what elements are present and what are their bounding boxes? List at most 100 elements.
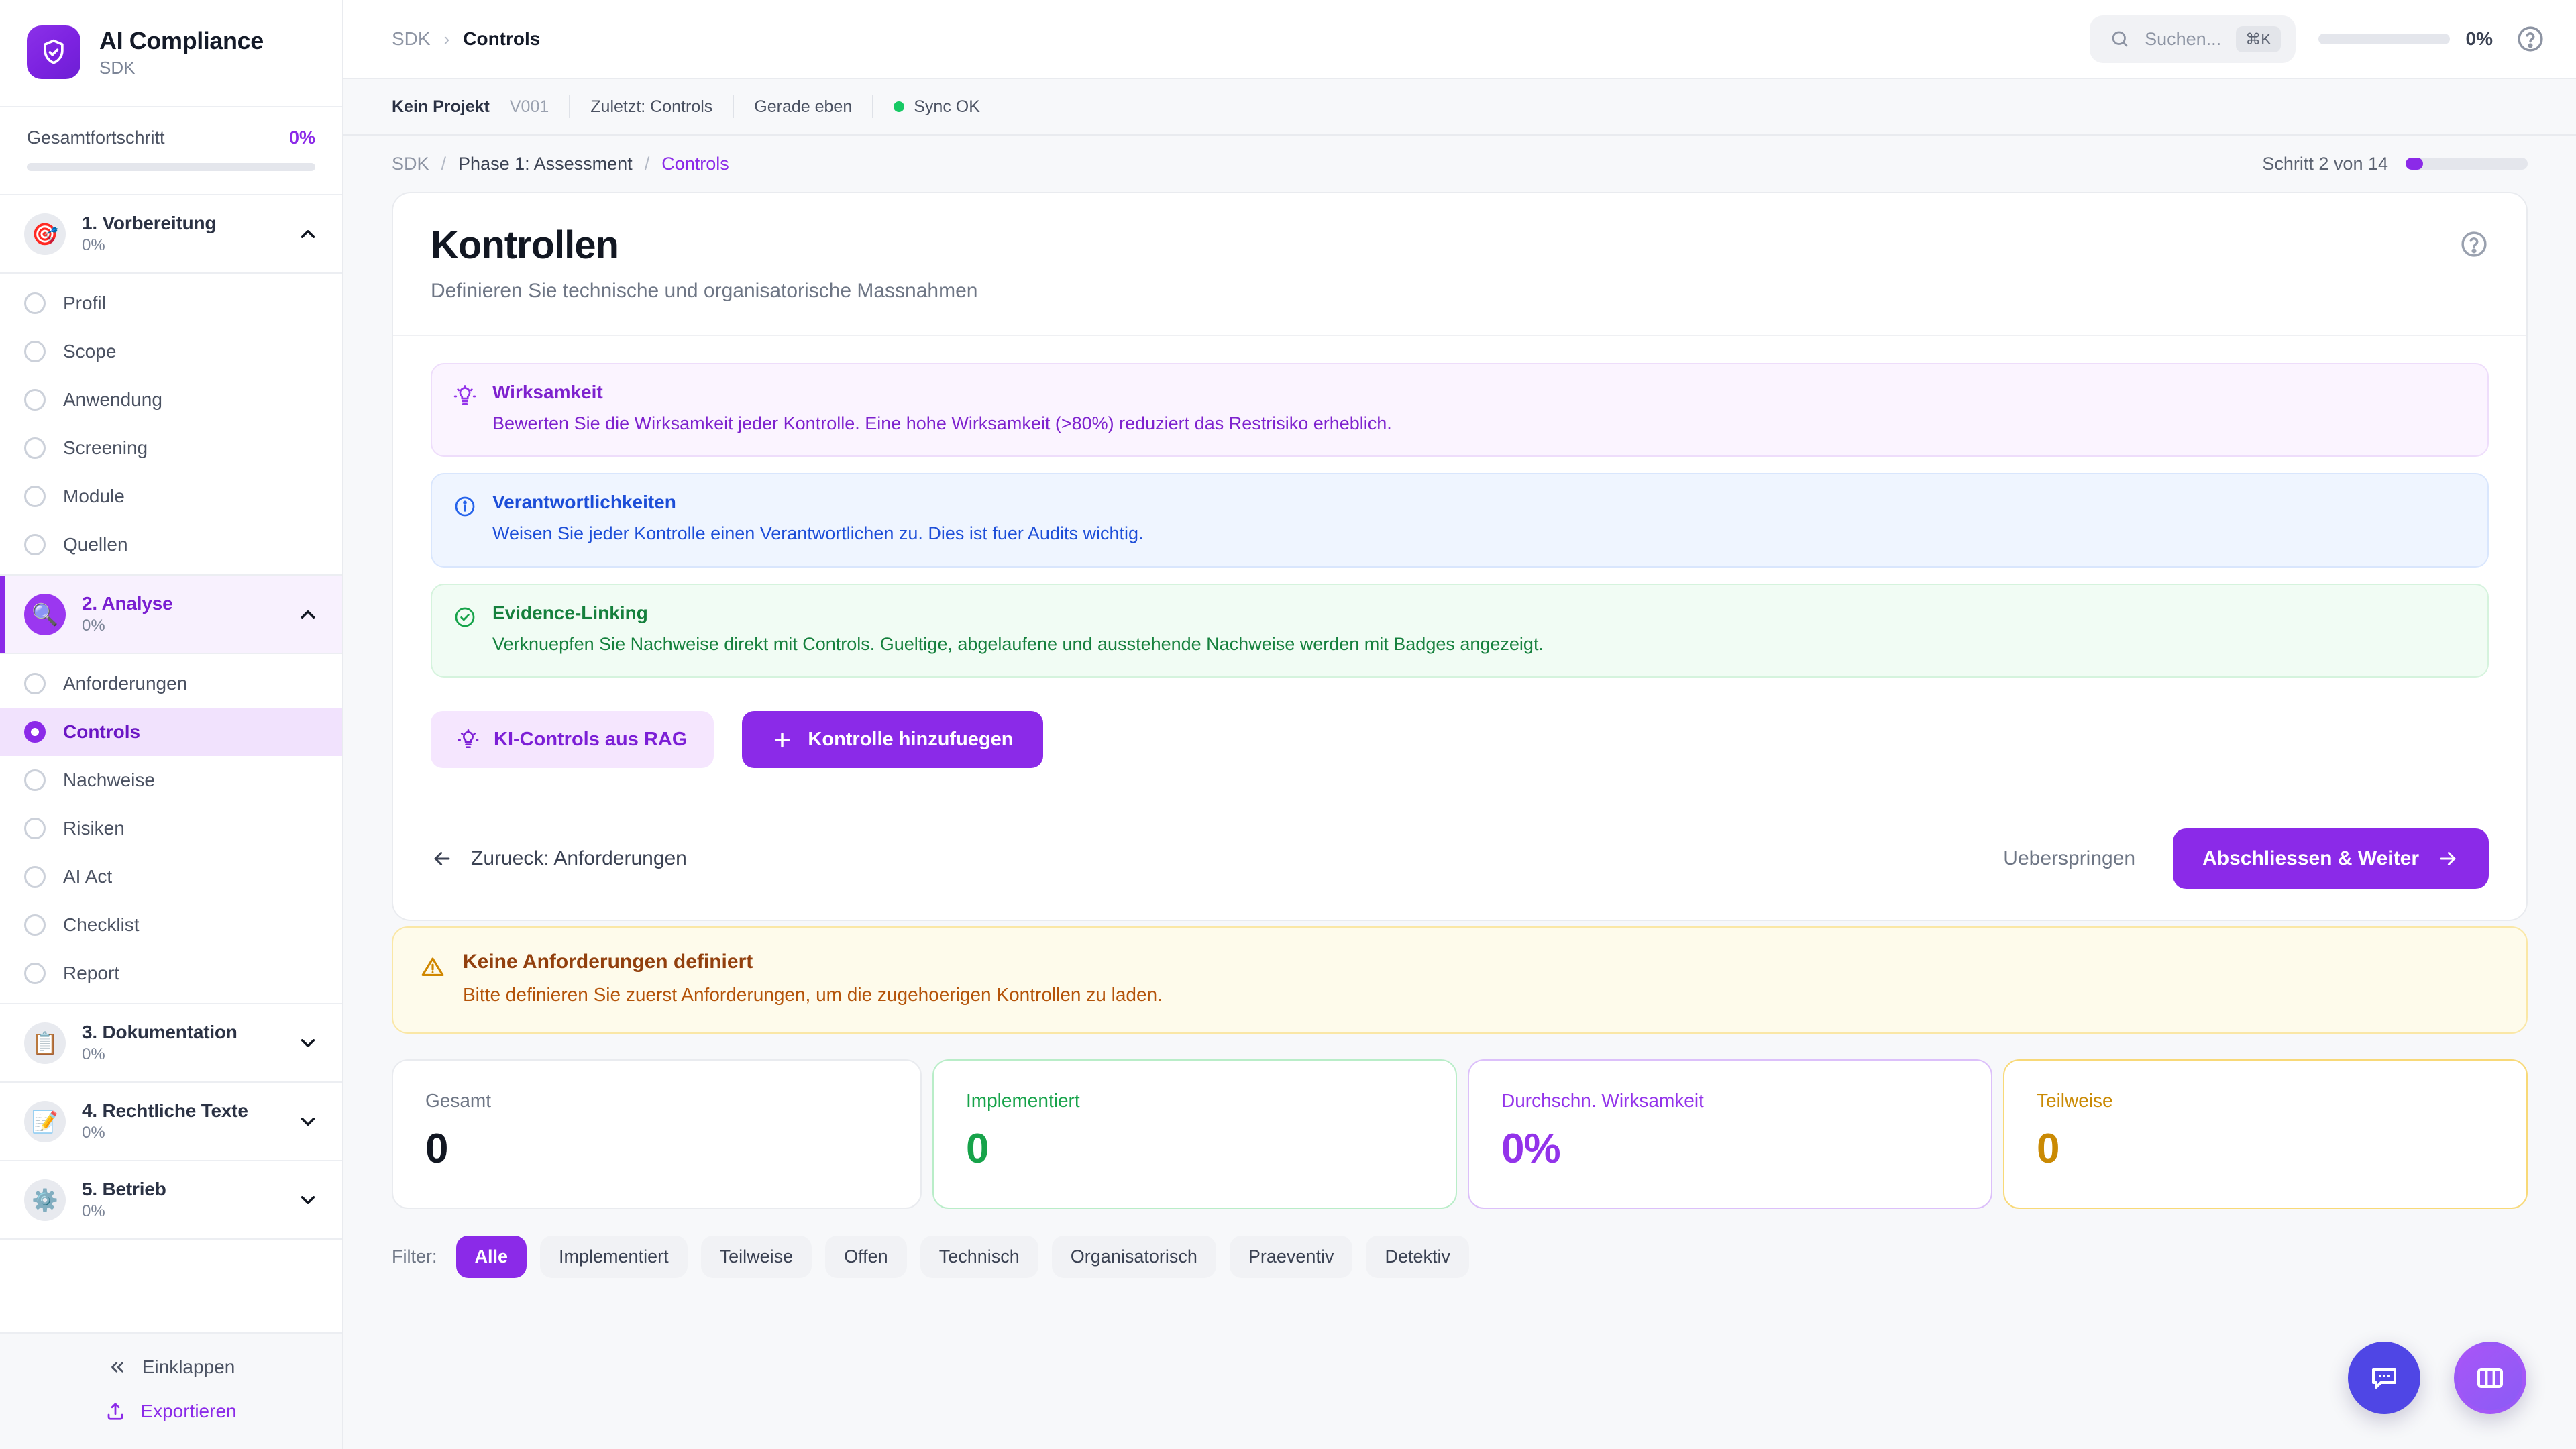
sidebar-item-anwendung[interactable]: Anwendung: [0, 376, 342, 424]
chevron-down-icon[interactable]: [297, 1032, 319, 1055]
sidebar-item-label: Scope: [63, 341, 117, 362]
export-button[interactable]: Exportieren: [105, 1401, 237, 1422]
sidebar-item-profil[interactable]: Profil: [0, 279, 342, 327]
stat-label: Gesamt: [425, 1090, 492, 1112]
filters-row: Filter: Alle Implementiert Teilweise Offen T…: [392, 1236, 2528, 1279]
brand-header[interactable]: AI Compliance SDK: [0, 0, 342, 107]
warning-title: Keine Anforderungen definiert: [463, 951, 753, 973]
meta-time: Gerade eben: [754, 97, 853, 116]
page-subtitle: Definieren Sie technische und organisato…: [431, 280, 978, 302]
filter-chip-praeventiv[interactable]: Praeventiv: [1229, 1236, 1353, 1279]
sidebar-phase-2[interactable]: 🔍 2. Analyse 0%: [0, 576, 342, 654]
ai-controls-rag-button[interactable]: KI-Controls aus RAG: [431, 711, 714, 769]
controls-card-header: Kontrollen Definieren Sie technische und…: [393, 193, 2526, 336]
chevron-up-icon[interactable]: [297, 223, 319, 246]
banner-verantwortlichkeiten: Verantwortlichkeiten Weisen Sie jeder Ko…: [431, 473, 2489, 568]
panel-fab[interactable]: [2454, 1342, 2526, 1414]
radio-icon: [24, 866, 46, 888]
step-progress-fill: [2406, 158, 2423, 170]
help-circle-icon[interactable]: [2459, 229, 2489, 259]
sidebar-item-ai-act[interactable]: AI Act: [0, 853, 342, 901]
topbar-progress: 0%: [2318, 28, 2493, 50]
phase-percent: 0%: [82, 236, 105, 254]
topbar-breadcrumb-root[interactable]: SDK: [392, 28, 431, 49]
help-circle-icon[interactable]: [2516, 24, 2545, 54]
chevron-up-icon[interactable]: [297, 603, 319, 626]
search-icon: [2112, 31, 2128, 47]
sidebar-phase-1[interactable]: 🎯 1. Vorbereitung 0%: [0, 195, 342, 274]
banner-text: Verknuepfen Sie Nachweise direkt mit Con…: [492, 633, 1544, 654]
radio-icon: [24, 341, 46, 362]
sidebar-item-scope[interactable]: Scope: [0, 327, 342, 376]
filter-chip-detektiv[interactable]: Detektiv: [1366, 1236, 1469, 1279]
sidebar-subgroup-2: Anforderungen Controls Nachweise Risiken AI …: [0, 654, 342, 1004]
meta-sync: Sync OK: [873, 97, 1000, 117]
back-button[interactable]: Zurueck: Anforderungen: [431, 847, 687, 870]
sidebar-phase-3[interactable]: 📋 3. Dokumentation 0%: [0, 1004, 342, 1083]
stat-card-durchschn-wirksamkeit: Durchschn. Wirksamkeit 0%: [1468, 1059, 1992, 1210]
skip-button[interactable]: Ueberspringen: [2003, 847, 2136, 870]
add-control-label: Kontrolle hinzufuegen: [808, 729, 1014, 751]
alert-triangle-icon: [421, 957, 444, 977]
radio-icon: [24, 818, 46, 839]
sidebar-item-label: Risiken: [63, 818, 125, 839]
sidebar-phase-5[interactable]: ⚙️ 5. Betrieb 0%: [0, 1161, 342, 1240]
sidebar-item-risiken[interactable]: Risiken: [0, 804, 342, 853]
complete-and-next-button[interactable]: Abschliessen & Weiter: [2173, 828, 2489, 890]
filter-chip-teilweise[interactable]: Teilweise: [700, 1236, 812, 1279]
main-area: SDK › Controls Suchen... ⌘K 0% Kein Proj…: [343, 0, 2576, 1449]
back-button-label: Zurueck: Anforderungen: [471, 847, 687, 870]
filter-chip-technisch[interactable]: Technisch: [920, 1236, 1038, 1279]
sidebar-item-module[interactable]: Module: [0, 472, 342, 521]
phase-icon: 🎯: [24, 213, 66, 255]
arrow-left-icon: [434, 852, 450, 866]
sidebar-subgroup-1: Profil Scope Anwendung Screening Module Quell…: [0, 274, 342, 576]
sidebar-item-anforderungen[interactable]: Anforderungen: [0, 659, 342, 708]
collapse-sidebar-label: Einklappen: [142, 1356, 235, 1377]
add-control-button[interactable]: Kontrolle hinzufuegen: [742, 711, 1043, 769]
phase-name: 1. Vorbereitung: [82, 213, 217, 233]
collapse-sidebar-button[interactable]: Einklappen: [107, 1356, 235, 1378]
radio-icon: [24, 673, 46, 694]
controls-card-body: Wirksamkeit Bewerten Sie die Wirksamkeit…: [393, 336, 2526, 799]
filter-chip-offen[interactable]: Offen: [825, 1236, 907, 1279]
sidebar-footer: Einklappen Exportieren: [0, 1332, 342, 1449]
lightbulb-icon: [453, 385, 476, 405]
sidebar-item-checklist[interactable]: Checklist: [0, 901, 342, 949]
radio-icon: [24, 389, 46, 411]
chat-fab[interactable]: [2348, 1342, 2420, 1414]
phase-percent: 0%: [82, 1202, 105, 1220]
phase-name: 3. Dokumentation: [82, 1022, 237, 1042]
floating-action-buttons: [2348, 1342, 2526, 1414]
breadcrumb-item-1[interactable]: Phase 1: Assessment: [458, 153, 633, 174]
overall-progress-value: 0%: [288, 127, 315, 148]
stat-value: 0: [425, 1126, 448, 1173]
phase-name: 5. Betrieb: [82, 1179, 166, 1199]
sidebar-item-nachweise[interactable]: Nachweise: [0, 756, 342, 804]
sidebar-item-quellen[interactable]: Quellen: [0, 521, 342, 569]
chevron-down-icon[interactable]: [297, 1110, 319, 1133]
sidebar-item-label: Profil: [63, 292, 106, 313]
filter-chip-alle[interactable]: Alle: [455, 1236, 527, 1279]
arrow-right-icon: [2440, 852, 2456, 866]
stat-label: Implementiert: [966, 1090, 1080, 1112]
breadcrumb-item-0[interactable]: SDK: [392, 153, 429, 174]
sidebar-item-label: Checklist: [63, 914, 140, 935]
stat-value: 0: [2037, 1126, 2059, 1173]
filter-chip-organisatorisch[interactable]: Organisatorisch: [1051, 1236, 1216, 1279]
sidebar-item-controls[interactable]: Controls: [0, 708, 342, 756]
sidebar-phase-4[interactable]: 📝 4. Rechtliche Texte 0%: [0, 1083, 342, 1161]
search-placeholder: Suchen...: [2145, 28, 2222, 49]
brand-title: AI Compliance: [99, 26, 264, 54]
sidebar-item-report[interactable]: Report: [0, 949, 342, 998]
stat-label: Teilweise: [2037, 1090, 2113, 1112]
chevron-down-icon[interactable]: [297, 1189, 319, 1212]
export-label: Exportieren: [140, 1401, 237, 1421]
phase-percent: 0%: [82, 1045, 105, 1063]
radio-icon: [24, 721, 46, 743]
filter-chip-implementiert[interactable]: Implementiert: [540, 1236, 688, 1279]
phase-icon: 📝: [24, 1100, 66, 1142]
sidebar-item-screening[interactable]: Screening: [0, 424, 342, 472]
search-input[interactable]: Suchen... ⌘K: [2090, 15, 2296, 63]
